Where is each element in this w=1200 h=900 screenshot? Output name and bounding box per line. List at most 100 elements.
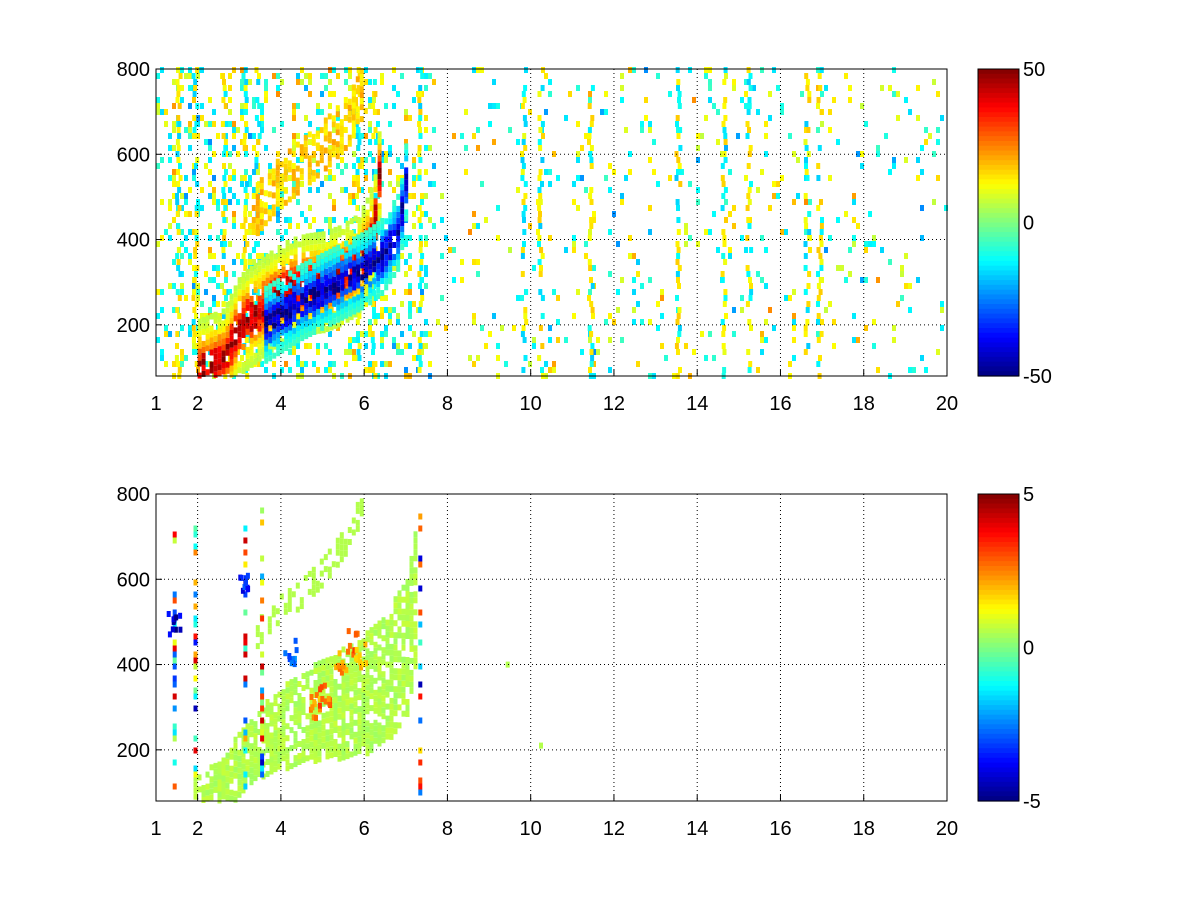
- heatmap-cell: [292, 291, 297, 298]
- heatmap-cell: [852, 193, 856, 199]
- heatmap-cell: [381, 653, 386, 660]
- heatmap-cell: [221, 332, 226, 339]
- heatmap-cell: [700, 331, 704, 337]
- heatmap-cell: [269, 750, 274, 757]
- heatmap-cell: [259, 201, 264, 208]
- heatmap-cell: [397, 632, 402, 639]
- heatmap-cell: [277, 715, 282, 722]
- heatmap-cell: [355, 525, 360, 532]
- heatmap-cell: [229, 753, 234, 760]
- heatmap-cell: [273, 253, 278, 260]
- heatmap-cell: [816, 295, 821, 301]
- heatmap-cell: [191, 325, 196, 331]
- heatmap-cell: [320, 324, 325, 331]
- heatmap-cell: [352, 302, 357, 309]
- heatmap-cell: [868, 211, 872, 217]
- heatmap-cell: [401, 680, 406, 687]
- heatmap-cell: [276, 350, 281, 357]
- heatmap-cell: [324, 286, 329, 293]
- heatmap-cell: [556, 295, 560, 301]
- heatmap-cell: [175, 307, 180, 313]
- heatmap-cell: [304, 291, 309, 298]
- heatmap-cell: [524, 67, 528, 73]
- heatmap-cell: [281, 689, 286, 696]
- heatmap-cell: [552, 361, 556, 367]
- heatmap-cell: [259, 183, 264, 190]
- heatmap-cell: [352, 308, 357, 315]
- heatmap-cell: [319, 151, 324, 158]
- heatmap-cell: [347, 539, 352, 545]
- heatmap-cell: [376, 313, 380, 319]
- heatmap-cell: [828, 301, 832, 307]
- heatmap-cell: [292, 315, 297, 322]
- heatmap-cell: [360, 331, 364, 337]
- heatmap-cell: [164, 331, 168, 337]
- heatmap-cell: [396, 253, 401, 260]
- heatmap-cell: [205, 771, 210, 778]
- heatmap-cell: [409, 591, 414, 598]
- heatmap-cell: [353, 671, 358, 678]
- heatmap-cell: [377, 215, 382, 222]
- heatmap-cell: [819, 259, 824, 265]
- heatmap-cell: [260, 615, 265, 622]
- heatmap-cell: [408, 193, 412, 199]
- heatmap-cell: [400, 190, 405, 197]
- heatmap-cell: [749, 325, 753, 331]
- heatmap-cell: [748, 145, 753, 151]
- heatmap-cell: [275, 176, 280, 183]
- heatmap-cell: [180, 193, 184, 199]
- heatmap-cell: [377, 686, 382, 693]
- heatmap-cell: [548, 181, 552, 187]
- heatmap-cell: [420, 349, 424, 355]
- heatmap-cell: [368, 79, 372, 85]
- heatmap-cell: [677, 97, 681, 103]
- heatmap-cell: [225, 794, 230, 801]
- heatmap-cell: [233, 309, 238, 316]
- heatmap-cell: [245, 316, 250, 323]
- heatmap-cell: [732, 223, 736, 229]
- heatmap-cell: [744, 175, 748, 181]
- heatmap-cell: [373, 204, 378, 211]
- colorbar-swatch: [978, 628, 1019, 634]
- heatmap-cell: [361, 692, 366, 699]
- heatmap-cell: [608, 163, 612, 169]
- heatmap-cell: [296, 199, 300, 205]
- heatmap-cell: [377, 191, 382, 198]
- heatmap-cell: [296, 73, 300, 79]
- heatmap-cell: [204, 271, 208, 277]
- heatmap-cell: [284, 285, 289, 291]
- heatmap-cell: [194, 235, 199, 241]
- x-tick-label: 18: [853, 393, 875, 415]
- heatmap-cell: [636, 361, 640, 367]
- heatmap-cell: [176, 145, 181, 151]
- heatmap-cell: [808, 199, 812, 205]
- x-tick-label: 12: [603, 818, 625, 840]
- heatmap-cell: [299, 150, 304, 157]
- heatmap-cell: [760, 235, 764, 241]
- heatmap-cell: [172, 217, 176, 223]
- heatmap-cell: [273, 742, 278, 749]
- heatmap-cell: [213, 371, 218, 378]
- heatmap-cell: [747, 319, 752, 325]
- heatmap-cell: [576, 121, 580, 127]
- heatmap-cell: [304, 73, 308, 79]
- heatmap-cell: [160, 349, 164, 355]
- heatmap-cell: [269, 738, 274, 745]
- heatmap-cell: [408, 343, 412, 349]
- heatmap-cell: [213, 347, 218, 354]
- heatmap-cell: [253, 322, 258, 329]
- heatmap-cell: [385, 703, 390, 710]
- heatmap-cell: [260, 771, 265, 778]
- heatmap-cell: [308, 289, 313, 295]
- heatmap-cell: [324, 262, 329, 269]
- heatmap-cell: [365, 630, 370, 637]
- heatmap-cell: [392, 289, 396, 295]
- heatmap-cell: [339, 119, 344, 126]
- heatmap-cell: [816, 127, 820, 133]
- heatmap-cell: [412, 157, 416, 163]
- heatmap-cell: [237, 367, 242, 374]
- heatmap-cell: [357, 730, 362, 737]
- heatmap-cell: [380, 260, 385, 266]
- heatmap-cell: [596, 349, 600, 355]
